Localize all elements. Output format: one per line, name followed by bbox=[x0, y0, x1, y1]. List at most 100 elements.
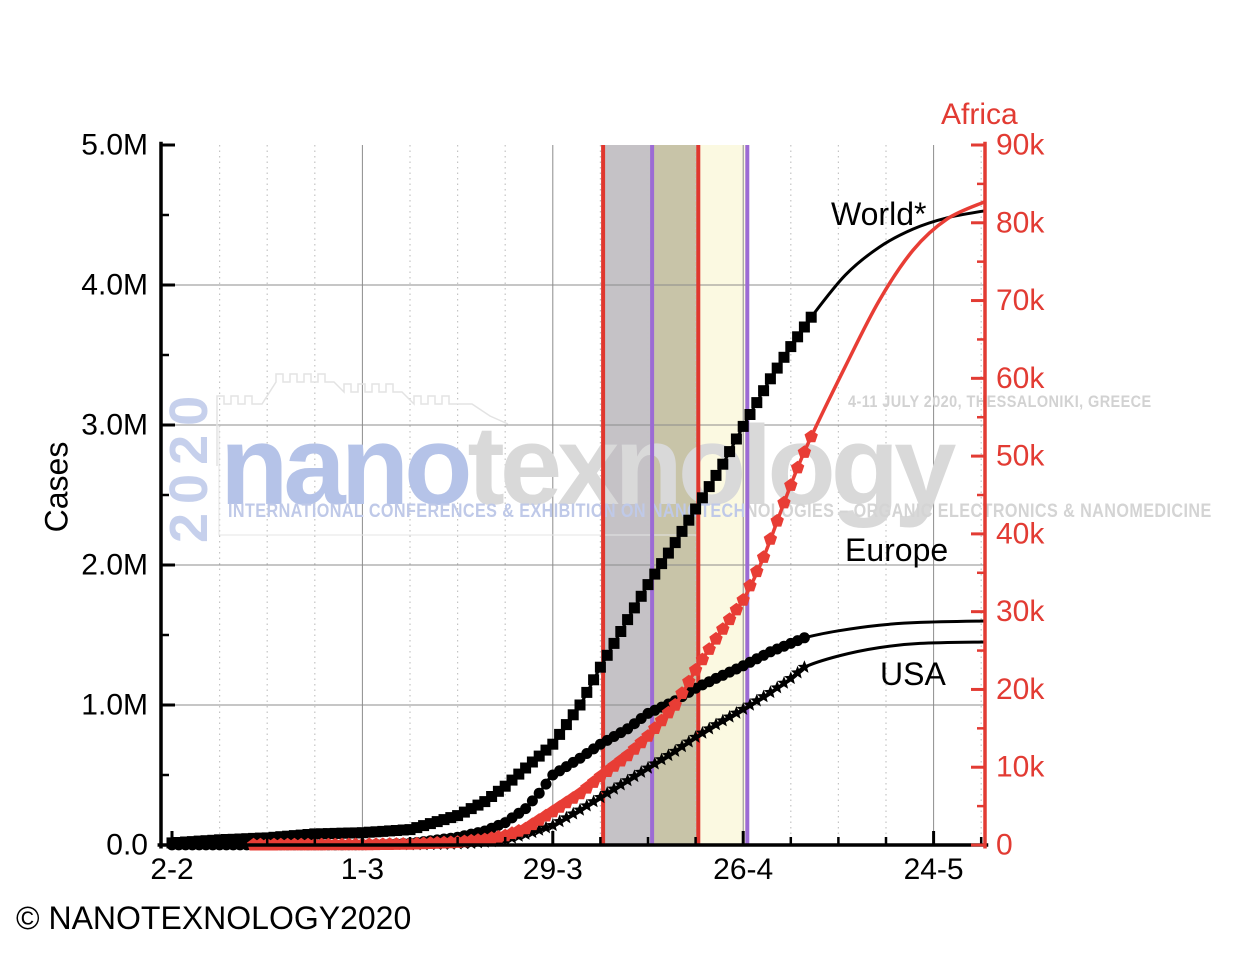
marker-square bbox=[690, 503, 702, 515]
x-tick-label: 24-5 bbox=[904, 853, 964, 886]
marker-square bbox=[649, 568, 661, 580]
marker-pentagon bbox=[675, 686, 689, 699]
marker-square bbox=[635, 590, 647, 602]
marker-star bbox=[661, 748, 676, 762]
marker-square bbox=[302, 829, 314, 840]
marker-pentagon bbox=[695, 652, 710, 666]
y-right-tick-label: 20k bbox=[996, 673, 1045, 706]
marker-square bbox=[227, 833, 239, 845]
marker-pentagon bbox=[688, 663, 703, 676]
marker-square bbox=[411, 822, 423, 834]
marker-star bbox=[580, 798, 594, 812]
marker-star bbox=[620, 773, 635, 787]
marker-star bbox=[763, 685, 778, 699]
watermark-subtitle-left: INTERNATIONAL CONFERENCES & EXHIBITION O… bbox=[228, 501, 746, 522]
marker-square bbox=[282, 830, 294, 842]
y-right-tick-label: 90k bbox=[996, 129, 1045, 162]
marker-pentagon bbox=[784, 478, 798, 491]
y-right-tick-label: 0 bbox=[996, 829, 1013, 862]
y-left-tick-label: 3.0M bbox=[81, 409, 148, 442]
marker-square bbox=[581, 686, 593, 698]
marker-square bbox=[180, 836, 192, 848]
marker-square bbox=[758, 385, 770, 397]
marker-square bbox=[445, 812, 457, 824]
series-africa bbox=[246, 200, 986, 851]
y-left-tick-label: 5.0M bbox=[81, 129, 148, 162]
y-left-tick-label: 2.0M bbox=[81, 549, 148, 582]
marker-pentagon bbox=[722, 612, 737, 626]
marker-star bbox=[736, 702, 750, 715]
marker-star bbox=[525, 825, 540, 839]
marker-pentagon bbox=[668, 698, 682, 711]
marker-square bbox=[567, 709, 579, 721]
marker-circle bbox=[798, 632, 810, 644]
marker-square bbox=[683, 514, 695, 526]
x-tick-label: 1-3 bbox=[341, 853, 384, 886]
marker-star bbox=[648, 756, 662, 770]
marker-square bbox=[696, 492, 708, 504]
marker-square bbox=[220, 834, 232, 845]
marker-star bbox=[586, 794, 601, 808]
marker-square bbox=[486, 791, 498, 802]
marker-square bbox=[370, 826, 382, 838]
marker-square bbox=[295, 829, 307, 841]
series-usa bbox=[171, 640, 985, 851]
marker-square bbox=[737, 420, 749, 432]
series-label-world: World* bbox=[831, 196, 927, 232]
marker-square bbox=[785, 341, 797, 353]
marker-square bbox=[363, 826, 375, 838]
marker-star bbox=[600, 786, 614, 799]
marker-pentagon bbox=[736, 593, 750, 606]
marker-square bbox=[792, 331, 804, 343]
watermark-logo-nano: nano bbox=[220, 403, 473, 528]
series-line-usa bbox=[171, 640, 985, 847]
y-right-tick-label: 10k bbox=[996, 751, 1045, 784]
marker-square bbox=[506, 774, 518, 786]
marker-square bbox=[384, 825, 396, 837]
marker-square bbox=[390, 825, 402, 836]
marker-pentagon bbox=[790, 460, 805, 474]
marker-star bbox=[668, 744, 682, 757]
marker-square bbox=[751, 397, 763, 409]
marker-star bbox=[634, 765, 648, 778]
marker-star bbox=[539, 820, 553, 834]
marker-square bbox=[322, 828, 334, 840]
watermark-subtitle: INTERNATIONAL CONFERENCES & EXHIBITION O… bbox=[228, 502, 1212, 521]
marker-star bbox=[797, 660, 812, 673]
marker-square bbox=[526, 756, 538, 768]
marker-star bbox=[532, 823, 546, 836]
marker-star bbox=[756, 689, 771, 703]
marker-square bbox=[479, 796, 491, 808]
marker-square bbox=[316, 828, 328, 840]
marker-star bbox=[716, 713, 730, 727]
marker-square bbox=[533, 750, 545, 762]
marker-star bbox=[777, 676, 791, 689]
marker-square bbox=[588, 674, 600, 686]
marker-square bbox=[397, 824, 409, 836]
marker-square bbox=[207, 834, 219, 846]
marker-pentagon bbox=[797, 445, 812, 458]
y-left-tick-label: 1.0M bbox=[81, 689, 148, 722]
marker-square bbox=[764, 373, 776, 385]
marker-square bbox=[438, 814, 450, 826]
marker-star bbox=[641, 761, 655, 774]
marker-square bbox=[520, 762, 532, 774]
marker-square bbox=[622, 614, 634, 626]
marker-star bbox=[654, 752, 669, 766]
x-tick-label: 2-2 bbox=[150, 853, 193, 886]
y-left-tick-label: 4.0M bbox=[81, 269, 148, 302]
marker-square bbox=[241, 833, 253, 845]
series-line-world bbox=[171, 209, 985, 845]
marker-pentagon bbox=[729, 602, 744, 616]
marker-circle bbox=[533, 787, 545, 799]
marker-square bbox=[329, 827, 341, 839]
marker-square bbox=[554, 728, 566, 740]
watermark-event-info: 4-11 JULY 2020, THESSALONIKI, GREECE bbox=[848, 392, 1152, 411]
marker-square bbox=[186, 836, 198, 848]
marker-square bbox=[574, 699, 586, 711]
marker-star bbox=[784, 671, 798, 685]
marker-star bbox=[688, 730, 703, 743]
marker-square bbox=[513, 768, 525, 780]
y-left-tick-label: 0.0 bbox=[106, 829, 148, 862]
marker-square bbox=[343, 827, 355, 839]
